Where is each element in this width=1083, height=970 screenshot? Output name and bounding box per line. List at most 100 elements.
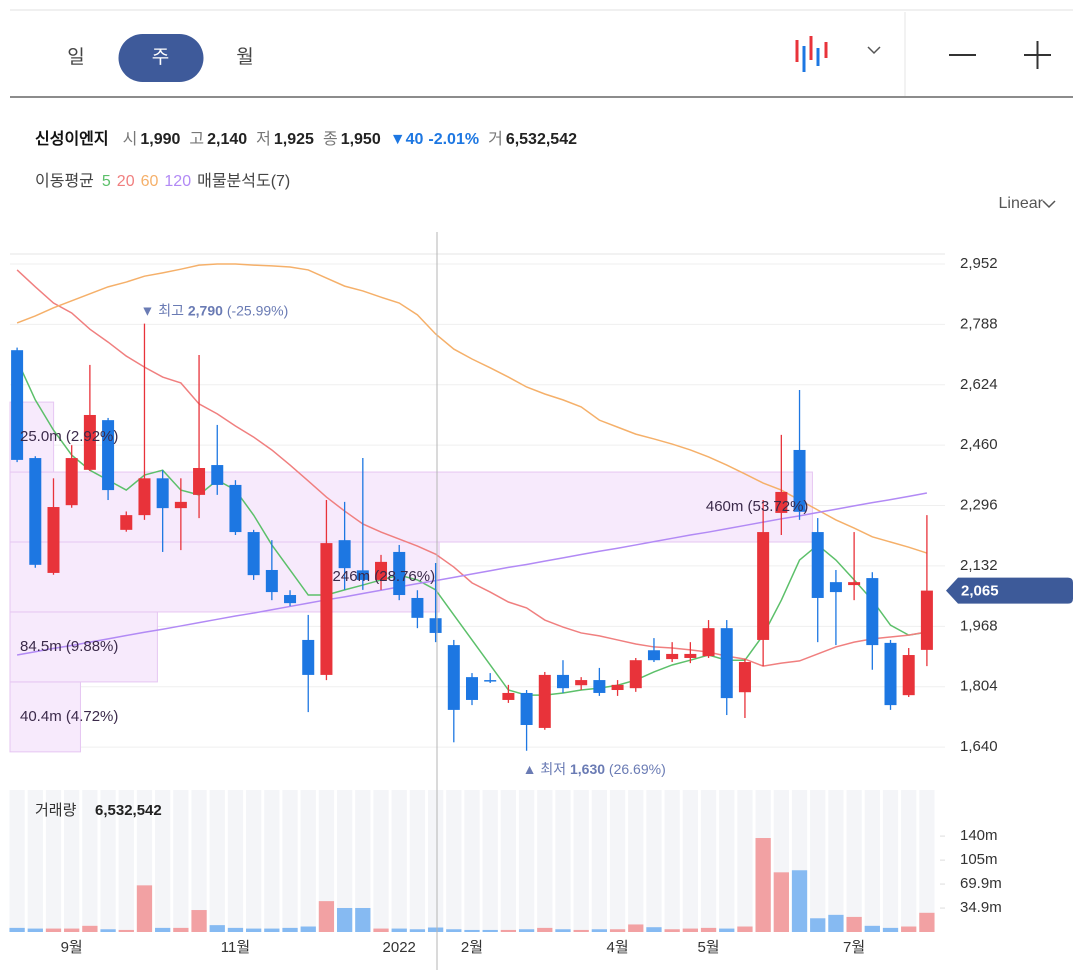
info-label: 시 <box>123 131 138 148</box>
volume-column-bg <box>919 790 935 932</box>
y-tick-label: 2,624 <box>960 376 998 393</box>
y-tick-label: 2,296 <box>960 497 998 514</box>
volume-column-bg <box>409 790 426 932</box>
candle-body <box>611 684 624 691</box>
moving-average-line <box>16 269 928 667</box>
volume-column-bg <box>901 790 917 932</box>
candle-body <box>811 532 824 598</box>
volume-column-bg <box>646 790 662 932</box>
ma-legend-label: 이동평균 <box>35 172 94 190</box>
info-label: 저 <box>256 130 271 148</box>
volume-bar <box>300 926 316 932</box>
period-tab[interactable]: 월 <box>236 46 253 68</box>
volume-bar <box>864 925 880 932</box>
volume-column-bg <box>628 790 644 932</box>
volume-bar <box>64 928 80 932</box>
volume-bar <box>227 927 244 932</box>
moving-average-line <box>16 263 928 554</box>
y-tick-label: 1,968 <box>960 617 998 634</box>
info-value: 1,950 <box>341 131 381 148</box>
candle-body <box>465 677 479 700</box>
volume-column-bg <box>682 790 698 932</box>
legend-entry: 20 <box>117 173 135 190</box>
volume-profile-label: 40.4m (4.72%) <box>20 708 118 725</box>
candle-body <box>11 350 24 460</box>
chart-type-dropdown[interactable] <box>867 46 881 55</box>
volume-bar <box>246 928 262 932</box>
volume-column-bg <box>45 790 62 932</box>
scale-mode[interactable]: Linear <box>999 195 1044 212</box>
candle-body <box>284 595 297 604</box>
chart-type-icon[interactable] <box>795 36 828 72</box>
candle-body <box>29 458 42 565</box>
volume-column-bg <box>318 790 335 932</box>
candle-body <box>702 628 715 657</box>
volume-column-bg <box>155 790 171 932</box>
volume-bar <box>755 838 771 932</box>
x-tick-label: 11월 <box>221 939 250 956</box>
stock-name: 신성이엔지 <box>35 130 109 148</box>
y-tick-label: 1,640 <box>960 738 998 755</box>
candle-body <box>902 655 915 696</box>
candle-body <box>720 628 733 699</box>
candle-body <box>793 449 806 512</box>
volume-bar <box>810 918 826 932</box>
candle-body <box>65 458 78 506</box>
volume-column-bg <box>664 790 680 932</box>
volume-column-bg <box>82 790 98 932</box>
volume-bar <box>373 928 389 932</box>
candle-body <box>320 543 333 675</box>
y-tick-label: 2,788 <box>960 315 998 332</box>
period-tab[interactable]: 주 <box>152 47 169 68</box>
volume-bar <box>773 872 789 932</box>
volume-column-bg <box>500 790 517 932</box>
volume-column-bg <box>246 790 262 932</box>
active-tab-pill[interactable] <box>118 34 204 82</box>
period-tab[interactable]: 일 <box>67 46 84 68</box>
annotation-part: 2,790 <box>188 302 223 318</box>
info-value: 1,925 <box>274 131 314 148</box>
volume-bar <box>318 901 335 932</box>
volume-column-bg <box>573 790 589 932</box>
scale-mode-dropdown[interactable] <box>1042 200 1056 209</box>
candle-body <box>138 478 151 516</box>
candle-body <box>775 491 788 513</box>
volume-bar <box>355 907 371 932</box>
candle-body <box>538 674 551 728</box>
y-tick-label: 2,460 <box>960 436 998 453</box>
volume-bar <box>173 927 189 932</box>
volume-tick-label: 140m <box>960 827 998 844</box>
candle-body <box>647 650 660 661</box>
volume-bar <box>136 885 153 932</box>
volume-tick-label: 105m <box>960 851 998 868</box>
annotation-part: ▲ <box>523 760 537 776</box>
volume-column-bg <box>609 790 626 932</box>
candle-body <box>356 570 369 580</box>
x-tick-label: 2월 <box>461 939 483 956</box>
candle-body <box>83 414 96 470</box>
volume-column-bg <box>336 790 353 932</box>
volume-column-bg <box>9 790 25 932</box>
profile-legend: 매물분석도(7) <box>197 172 290 190</box>
volume-column-bg <box>100 790 116 932</box>
volume-bar <box>336 907 353 932</box>
candle-body <box>575 680 588 686</box>
info-value: 6,532,542 <box>506 131 577 148</box>
zoom-in-button[interactable] <box>1024 41 1051 69</box>
volume-bar <box>27 928 43 932</box>
info-label: 종 <box>323 131 338 148</box>
volume-column-bg <box>555 790 571 932</box>
candle-body <box>666 653 679 660</box>
candle-body <box>757 532 770 640</box>
moving-average-line <box>16 492 928 656</box>
volume-bar <box>719 928 735 932</box>
legend-entry: 60 <box>141 173 159 190</box>
moving-average-line <box>16 359 928 696</box>
price-change: ▼40 <box>390 131 424 148</box>
volume-profile-bar <box>9 611 158 683</box>
volume-column-bg <box>846 790 862 932</box>
volume-profile-label: 460m (53.72%) <box>706 498 809 515</box>
volume-bar <box>700 927 717 932</box>
volume-column-bg <box>191 790 207 932</box>
candle-body <box>193 468 206 495</box>
